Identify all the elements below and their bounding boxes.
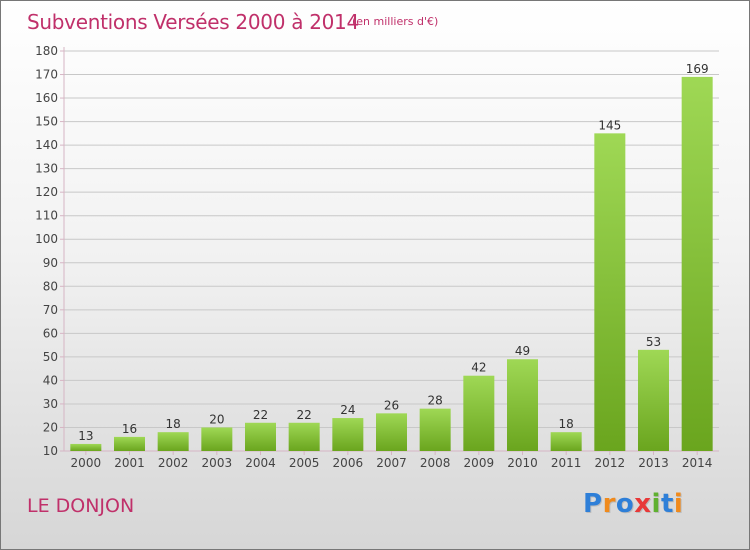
- bar-value-label: 145: [598, 118, 621, 132]
- bar: [638, 349, 669, 451]
- y-tick-label: 130: [35, 162, 58, 176]
- bar: [463, 375, 495, 451]
- logo-letter: r: [602, 489, 616, 519]
- logo-letter: x: [634, 489, 652, 519]
- bar: [507, 359, 538, 451]
- bar: [419, 408, 451, 451]
- x-tick-label: 2007: [376, 456, 407, 470]
- y-tick-label: 180: [35, 44, 58, 58]
- bar: [332, 418, 364, 451]
- bar-value-label: 28: [428, 394, 443, 408]
- x-tick-label: 2013: [638, 456, 669, 470]
- bar: [376, 413, 407, 451]
- y-tick-label: 90: [43, 256, 58, 270]
- x-tick-label: 2000: [71, 456, 102, 470]
- bar: [157, 432, 189, 451]
- y-tick-label: 70: [43, 303, 58, 317]
- y-tick-label: 10: [43, 444, 58, 458]
- bar: [245, 422, 276, 451]
- bar-value-label: 42: [471, 361, 486, 375]
- bar: [681, 76, 713, 451]
- y-tick-label: 40: [43, 373, 58, 387]
- bar: [114, 436, 145, 451]
- x-tick-label: 2002: [158, 456, 189, 470]
- y-tick-label: 100: [35, 232, 58, 246]
- bar: [70, 443, 102, 451]
- commune-name: LE DONJON: [27, 495, 135, 517]
- labels: 10 20 30 40 50 60 70 80 90 100 110 120 130 140 150 160 1…: [35, 44, 712, 470]
- x-tick-label: 2005: [289, 456, 320, 470]
- logo-letter: i: [673, 489, 684, 519]
- bar-value-label: 13: [78, 429, 93, 443]
- y-tick-label: 150: [35, 115, 58, 129]
- x-tick-label: 2009: [464, 456, 495, 470]
- logo-letter: o: [615, 489, 635, 519]
- logo-letter: P: [583, 489, 603, 519]
- x-tick-label: 2001: [114, 456, 145, 470]
- x-tick-label: 2014: [682, 456, 713, 470]
- y-tick-label: 110: [35, 209, 58, 223]
- bar-value-label: 49: [515, 344, 530, 358]
- bar-value-label: 22: [297, 408, 312, 422]
- bar-value-label: 18: [166, 417, 181, 431]
- logo-letter: t: [660, 489, 674, 519]
- y-tick-label: 140: [35, 138, 58, 152]
- bar: [201, 427, 233, 451]
- bar-value-label: 20: [209, 412, 224, 426]
- chart-subtitle: (en milliers d'€): [352, 15, 439, 28]
- y-tick-label: 170: [35, 68, 58, 82]
- y-tick-label: 80: [43, 279, 58, 293]
- y-tick-label: 50: [43, 350, 58, 364]
- proxiti-logo[interactable]: Proxiti: [583, 489, 683, 519]
- x-tick-label: 2006: [333, 456, 364, 470]
- bar: [288, 422, 320, 451]
- x-tick-label: 2003: [202, 456, 233, 470]
- y-tick-label: 20: [43, 420, 58, 434]
- x-tick-label: 2012: [595, 456, 626, 470]
- bar-value-label: 24: [340, 403, 355, 417]
- x-tick-label: 2010: [507, 456, 538, 470]
- chart-title: Subventions Versées 2000 à 2014: [27, 10, 359, 34]
- bar-value-label: 18: [559, 417, 574, 431]
- bar-value-label: 22: [253, 408, 268, 422]
- bar-value-label: 169: [686, 62, 709, 76]
- bar-value-label: 26: [384, 398, 399, 412]
- y-tick-label: 160: [35, 91, 58, 105]
- x-tick-label: 2011: [551, 456, 582, 470]
- y-tick-label: 60: [43, 326, 58, 340]
- bar-value-label: 53: [646, 335, 661, 349]
- bar-value-label: 16: [122, 422, 137, 436]
- bars: [70, 76, 713, 451]
- x-tick-label: 2004: [245, 456, 276, 470]
- y-tick-label: 120: [35, 185, 58, 199]
- bar: [594, 133, 626, 451]
- logo-letter: i: [651, 489, 661, 519]
- y-tick-label: 30: [43, 397, 58, 411]
- bar: [550, 432, 582, 451]
- x-tick-label: 2008: [420, 456, 451, 470]
